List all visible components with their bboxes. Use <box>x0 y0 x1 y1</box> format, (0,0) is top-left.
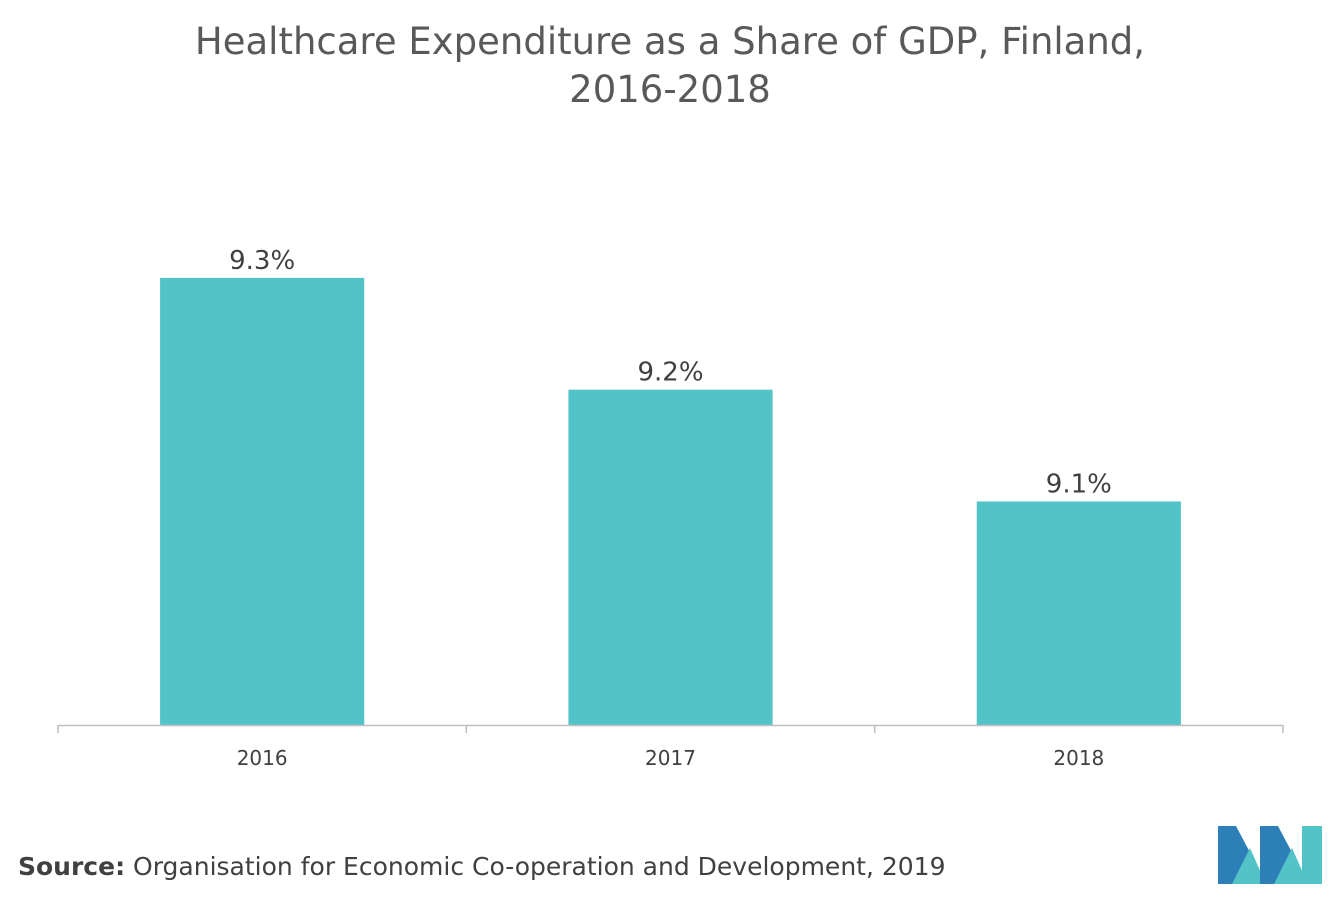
chart-title: Healthcare Expenditure as a Share of GDP… <box>165 18 1175 114</box>
bar-2017 <box>568 389 773 725</box>
data-label-2017: 9.2% <box>637 358 703 388</box>
source-text: Organisation for Economic Co-operation a… <box>125 852 946 881</box>
x-tick-label-2017: 2017 <box>645 746 696 770</box>
data-labels-layer: 9.3% 9.2% 9.1% <box>229 246 1112 500</box>
source-label: Source: <box>18 852 126 881</box>
chart-title-line-2: 2016-2018 <box>569 68 771 111</box>
bar-2016 <box>160 277 365 725</box>
bar-2018 <box>976 501 1181 725</box>
data-label-2018: 9.1% <box>1046 469 1112 499</box>
data-label-2016: 9.3% <box>229 246 295 276</box>
mordor-intelligence-logo-icon <box>1218 826 1322 884</box>
x-tick-label-2018: 2018 <box>1053 746 1104 770</box>
chart-title-line-1: Healthcare Expenditure as a Share of GDP… <box>194 20 1146 63</box>
x-axis: 2016 2017 2018 <box>57 724 1284 770</box>
bars-layer <box>160 277 1181 725</box>
source-note: Source: Organisation for Economic Co-ope… <box>18 852 945 881</box>
x-tick-label-2016: 2016 <box>237 746 288 770</box>
